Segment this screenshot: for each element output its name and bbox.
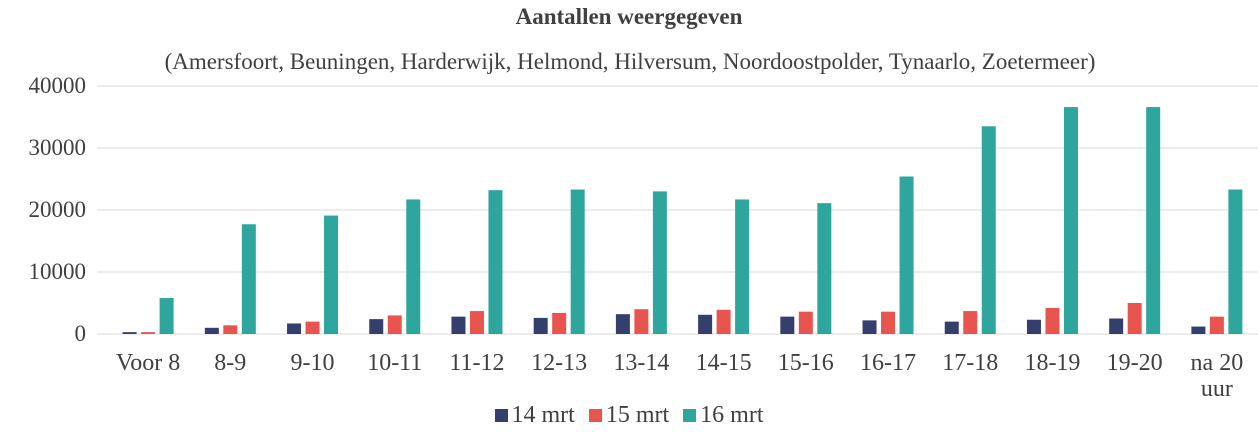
chart-title: Aantallen weergegeven xyxy=(515,4,743,29)
x-tick-label: 18-19 xyxy=(1024,350,1081,376)
y-tick-label: 30000 xyxy=(28,135,87,160)
x-tick-label: 14-15 xyxy=(695,350,752,376)
bar xyxy=(570,189,585,334)
bar xyxy=(963,311,978,334)
bar xyxy=(406,199,421,334)
x-tick-label: 11-12 xyxy=(449,350,505,376)
legend-swatch xyxy=(494,409,508,422)
legend-item: 14 mrt xyxy=(494,402,575,429)
x-tick-label: 15-16 xyxy=(777,350,834,376)
bar xyxy=(469,311,484,334)
y-tick-label: 20000 xyxy=(28,197,87,222)
bar xyxy=(141,332,156,334)
legend-swatch xyxy=(588,409,602,422)
bar xyxy=(552,312,567,334)
bar xyxy=(944,321,959,334)
y-tick-label: 10000 xyxy=(28,259,87,284)
bar xyxy=(716,309,731,334)
bar xyxy=(287,323,302,334)
x-tick-label: 16-17 xyxy=(860,350,917,376)
bar xyxy=(652,191,667,334)
bar xyxy=(159,298,174,334)
bar xyxy=(817,203,832,334)
bar xyxy=(798,311,813,334)
bar xyxy=(533,317,548,334)
legend-item: 16 mrt xyxy=(683,402,763,429)
bar xyxy=(899,176,914,334)
bar xyxy=(1191,326,1206,334)
bar xyxy=(698,314,713,334)
bar xyxy=(1026,319,1041,334)
bar xyxy=(324,215,339,334)
bar xyxy=(881,311,896,334)
legend-swatch xyxy=(683,409,697,422)
x-tick-label: 13-14 xyxy=(613,350,670,376)
legend-label: 16 mrt xyxy=(700,402,764,428)
bar xyxy=(223,325,238,334)
legend-label: 14 mrt xyxy=(511,402,575,428)
bar xyxy=(1146,107,1161,334)
chart-subtitle: (Amersfoort, Beuningen, Harderwijk, Helm… xyxy=(164,49,1096,74)
bar xyxy=(387,315,402,334)
bar xyxy=(369,319,384,334)
legend-item: 15 mrt xyxy=(588,402,670,429)
x-tick-label: 12-13 xyxy=(531,350,588,376)
bar xyxy=(735,199,750,334)
bar xyxy=(634,309,649,334)
bar xyxy=(122,332,137,334)
bar xyxy=(241,224,256,334)
y-tick-label: 0 xyxy=(74,321,87,346)
legend-label: 15 mrt xyxy=(605,402,670,428)
x-tick-label: Voor 8 xyxy=(115,350,181,376)
x-tick-label: na 20 uur xyxy=(1190,350,1244,402)
bar xyxy=(488,190,503,334)
bar xyxy=(204,327,219,334)
bar xyxy=(862,320,877,334)
bar xyxy=(1228,189,1243,334)
y-tick-label: 40000 xyxy=(28,73,87,98)
bar xyxy=(1209,316,1224,334)
bar xyxy=(1109,318,1124,334)
bar xyxy=(981,126,996,334)
x-tick-label: 9-10 xyxy=(290,350,335,376)
bar xyxy=(1063,107,1078,334)
bar xyxy=(451,316,466,334)
bar xyxy=(615,314,630,334)
x-tick-label: 8-9 xyxy=(214,350,247,376)
legend: 14 mrt 15 mrt 16 mrt xyxy=(0,402,1258,429)
x-tick-label: 17-18 xyxy=(942,350,999,376)
bar xyxy=(305,321,320,334)
x-tick-label: 10-11 xyxy=(367,350,423,376)
bar xyxy=(1127,303,1142,334)
bar xyxy=(780,316,795,334)
bar xyxy=(1045,307,1060,334)
x-tick-label: 19-20 xyxy=(1106,350,1163,376)
